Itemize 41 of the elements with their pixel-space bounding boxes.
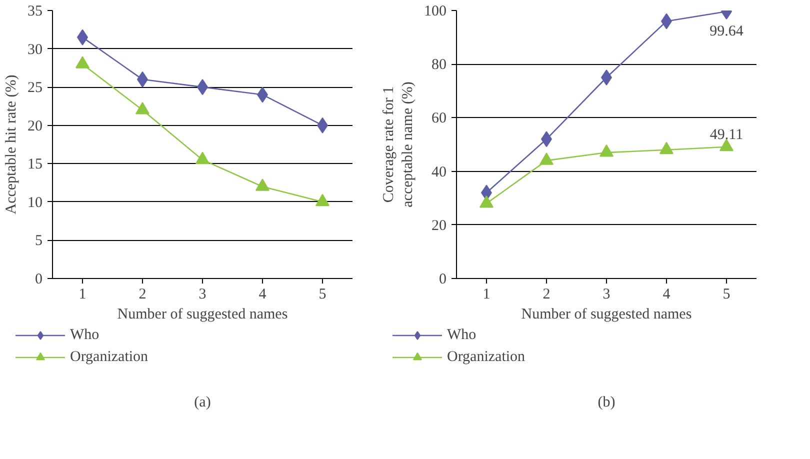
point xyxy=(660,142,674,154)
point xyxy=(480,195,494,208)
y-tick-label: 35 xyxy=(28,4,42,20)
x-tick-label: 2 xyxy=(542,286,550,302)
point xyxy=(600,144,614,157)
y-tick-label: 60 xyxy=(432,110,446,127)
legend-label: Who xyxy=(447,326,476,344)
x-tick-label: 4 xyxy=(258,286,267,302)
x-tick-label: 5 xyxy=(722,286,730,302)
y-tick-label: 10 xyxy=(28,194,42,211)
x-tick-label: 3 xyxy=(198,286,206,302)
annotation: 49.11 xyxy=(710,126,744,143)
point xyxy=(540,152,554,165)
y-tick-label: 20 xyxy=(432,218,446,234)
x-axis-title: Number of suggested names xyxy=(117,306,288,322)
y-tick-label: 40 xyxy=(432,164,446,180)
legend-label: Who xyxy=(70,326,100,344)
y-axis-title: Coverage rate for 1 acceptable name (%) xyxy=(380,82,416,208)
y-tick-label: 15 xyxy=(28,156,42,173)
x-tick-label: 2 xyxy=(138,286,146,302)
x-axis-title: Number of suggested names xyxy=(521,306,692,322)
y-tick-label: 5 xyxy=(35,233,42,250)
x-tick-label: 1 xyxy=(482,286,490,302)
y-tick-label: 100 xyxy=(424,4,446,20)
text: (a) xyxy=(194,394,211,410)
legend-label: Organization xyxy=(70,348,148,366)
legend-label: Organization xyxy=(447,348,526,366)
y-tick-label: 20 xyxy=(28,118,42,134)
y-tick-label: 30 xyxy=(28,42,42,58)
x-tick-label: 4 xyxy=(662,286,671,302)
y-tick-label: 0 xyxy=(439,272,446,288)
x-tick-label: 1 xyxy=(78,286,86,302)
x-tick-label: 3 xyxy=(602,286,610,302)
point xyxy=(720,138,734,152)
y-tick-label: 0 xyxy=(35,272,42,288)
text: (b) xyxy=(598,394,616,410)
y-tick-label: 80 xyxy=(432,57,446,74)
y-axis-title: Acceptable hit rate (%) xyxy=(4,74,20,214)
annotation: 99.64 xyxy=(710,23,744,40)
x-tick-label: 5 xyxy=(318,286,326,302)
y-tick-label: 25 xyxy=(28,80,42,96)
